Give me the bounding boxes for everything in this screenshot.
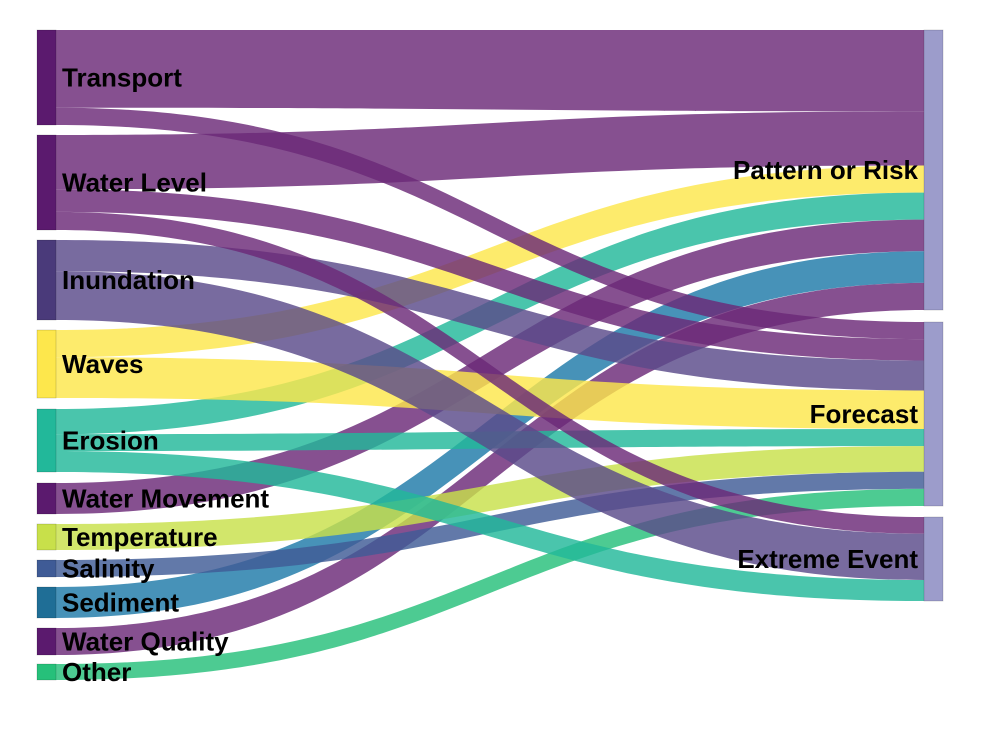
node-extreme: [923, 516, 944, 602]
node-salinity: [36, 559, 57, 578]
link-waves-to-pattern: [56, 165, 924, 358]
node-label-transport: Transport: [62, 63, 182, 93]
node-label-sediment: Sediment: [62, 588, 179, 618]
link-erosion-to-extreme: [56, 451, 924, 601]
node-label-erosion: Erosion: [62, 426, 159, 456]
link-water-quality-to-pattern: [56, 282, 924, 655]
node-label-water-quality: Water Quality: [62, 627, 229, 657]
node-label-water-level: Water Level: [62, 168, 207, 198]
node-water-movement: [36, 482, 57, 515]
link-other-to-forecast: [56, 488, 924, 680]
node-label-inundation: Inundation: [62, 265, 195, 295]
link-temperature-to-forecast: [56, 446, 924, 550]
node-water-level: [36, 134, 57, 231]
node-label-temperature: Temperature: [62, 522, 218, 552]
sankey-links: [56, 30, 924, 680]
node-other: [36, 663, 57, 681]
link-water-level-to-extreme: [56, 211, 924, 534]
node-pattern: [923, 29, 944, 311]
link-inundation-to-extreme: [56, 271, 924, 580]
link-inundation-to-forecast: [56, 240, 924, 391]
node-erosion: [36, 408, 57, 473]
node-temperature: [36, 523, 57, 551]
link-waves-to-forecast: [56, 357, 924, 429]
node-label-extreme: Extreme Event: [737, 544, 918, 574]
link-transport-to-forecast: [56, 107, 924, 340]
node-water-quality: [36, 627, 57, 656]
node-transport: [36, 29, 57, 126]
sankey-nodes: [36, 29, 944, 681]
node-label-salinity: Salinity: [62, 554, 155, 584]
node-label-other: Other: [62, 657, 131, 687]
node-label-waves: Waves: [62, 349, 143, 379]
link-transport-to-pattern: [56, 30, 924, 112]
node-label-pattern: Pattern or Risk: [733, 155, 918, 185]
link-water-level-to-forecast: [56, 189, 924, 361]
node-waves: [36, 329, 57, 399]
node-forecast: [923, 321, 944, 507]
link-water-level-to-pattern: [56, 111, 924, 190]
node-sediment: [36, 586, 57, 619]
sankey-labels: Transport Water Level Inundation Waves Erosi…: [62, 63, 919, 688]
node-label-forecast: Forecast: [810, 399, 919, 429]
node-label-water-movement: Water Movement: [62, 484, 269, 514]
node-inundation: [36, 239, 57, 321]
